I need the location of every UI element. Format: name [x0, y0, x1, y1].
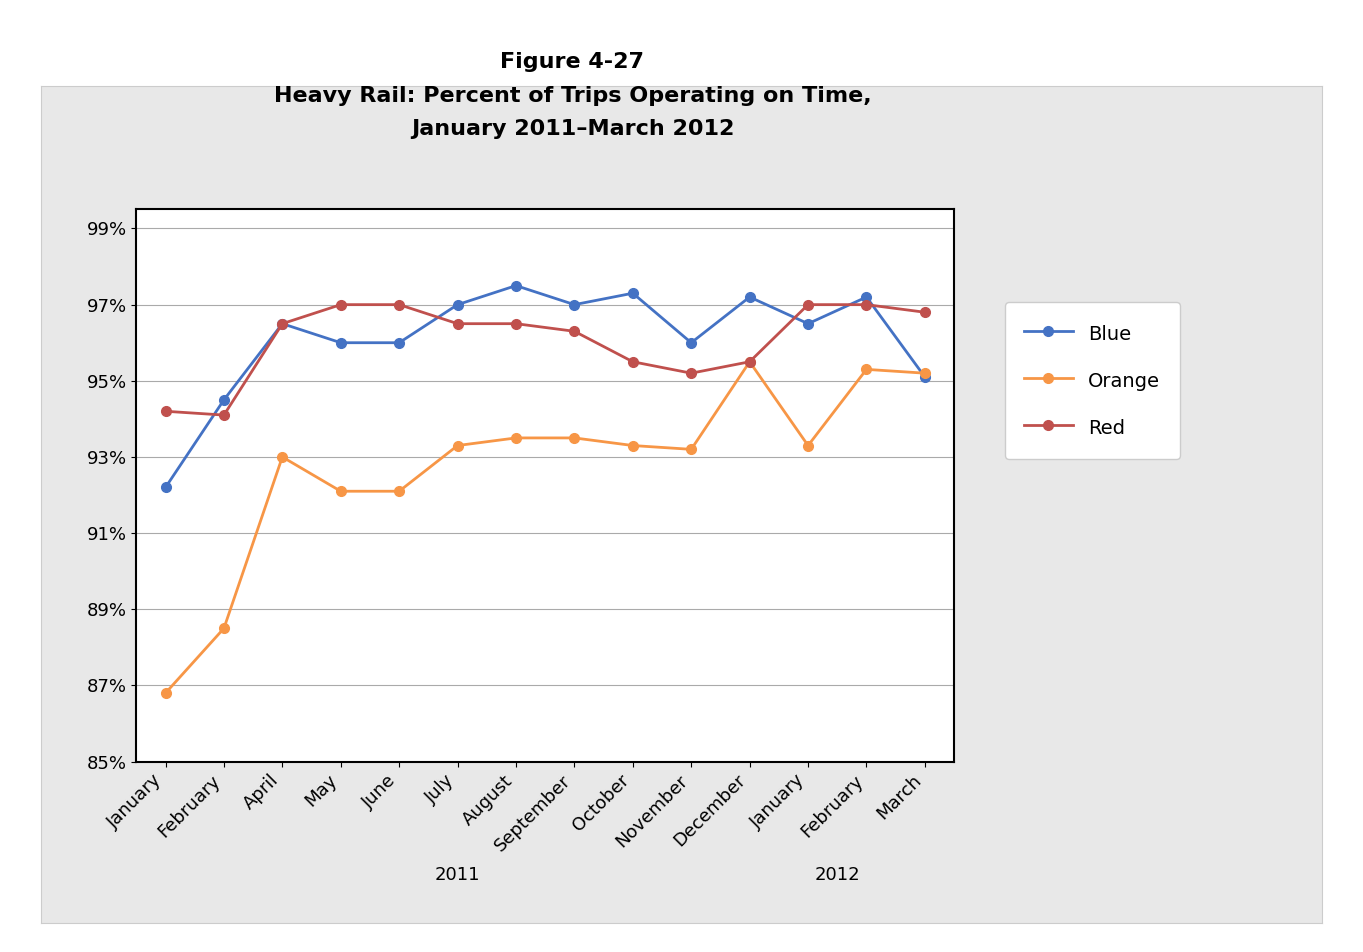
Orange	[215, 623, 232, 634]
Red	[741, 356, 758, 367]
Red	[450, 318, 466, 329]
Blue	[800, 318, 816, 329]
Text: January 2011–March 2012: January 2011–March 2012	[410, 119, 735, 139]
Blue	[450, 299, 466, 310]
Orange	[741, 356, 758, 367]
Red	[391, 299, 408, 310]
Orange	[859, 364, 875, 375]
Blue	[683, 337, 699, 348]
Red	[624, 356, 641, 367]
Line: Blue: Blue	[161, 281, 930, 492]
Text: Heavy Rail: Percent of Trips Operating on Time,: Heavy Rail: Percent of Trips Operating o…	[274, 86, 871, 106]
Blue	[917, 371, 934, 383]
Orange	[683, 444, 699, 455]
Blue	[274, 318, 290, 329]
Text: Figure 4-27: Figure 4-27	[500, 52, 645, 72]
Blue	[741, 291, 758, 303]
Red	[683, 367, 699, 379]
Orange	[274, 451, 290, 463]
Blue	[391, 337, 408, 348]
Orange	[508, 432, 525, 444]
Orange	[800, 440, 816, 451]
Red	[215, 409, 232, 421]
Orange	[391, 486, 408, 497]
Text: 2011: 2011	[435, 865, 480, 883]
Orange	[157, 687, 173, 699]
Red	[157, 406, 173, 417]
Blue	[859, 291, 875, 303]
Orange	[917, 367, 934, 379]
Line: Orange: Orange	[161, 357, 930, 698]
Blue	[157, 482, 173, 493]
Blue	[215, 394, 232, 406]
Orange	[624, 440, 641, 451]
Red	[859, 299, 875, 310]
Red	[917, 307, 934, 318]
Text: 2012: 2012	[815, 865, 860, 883]
Legend: Blue, Orange, Red: Blue, Orange, Red	[1005, 302, 1180, 459]
Orange	[333, 486, 349, 497]
Orange	[450, 440, 466, 451]
Blue	[508, 280, 525, 291]
Blue	[333, 337, 349, 348]
Red	[566, 326, 582, 337]
Orange	[566, 432, 582, 444]
Blue	[566, 299, 582, 310]
Red	[508, 318, 525, 329]
Red	[274, 318, 290, 329]
Red	[333, 299, 349, 310]
Blue	[624, 288, 641, 299]
Red	[800, 299, 816, 310]
Line: Red: Red	[161, 300, 930, 420]
